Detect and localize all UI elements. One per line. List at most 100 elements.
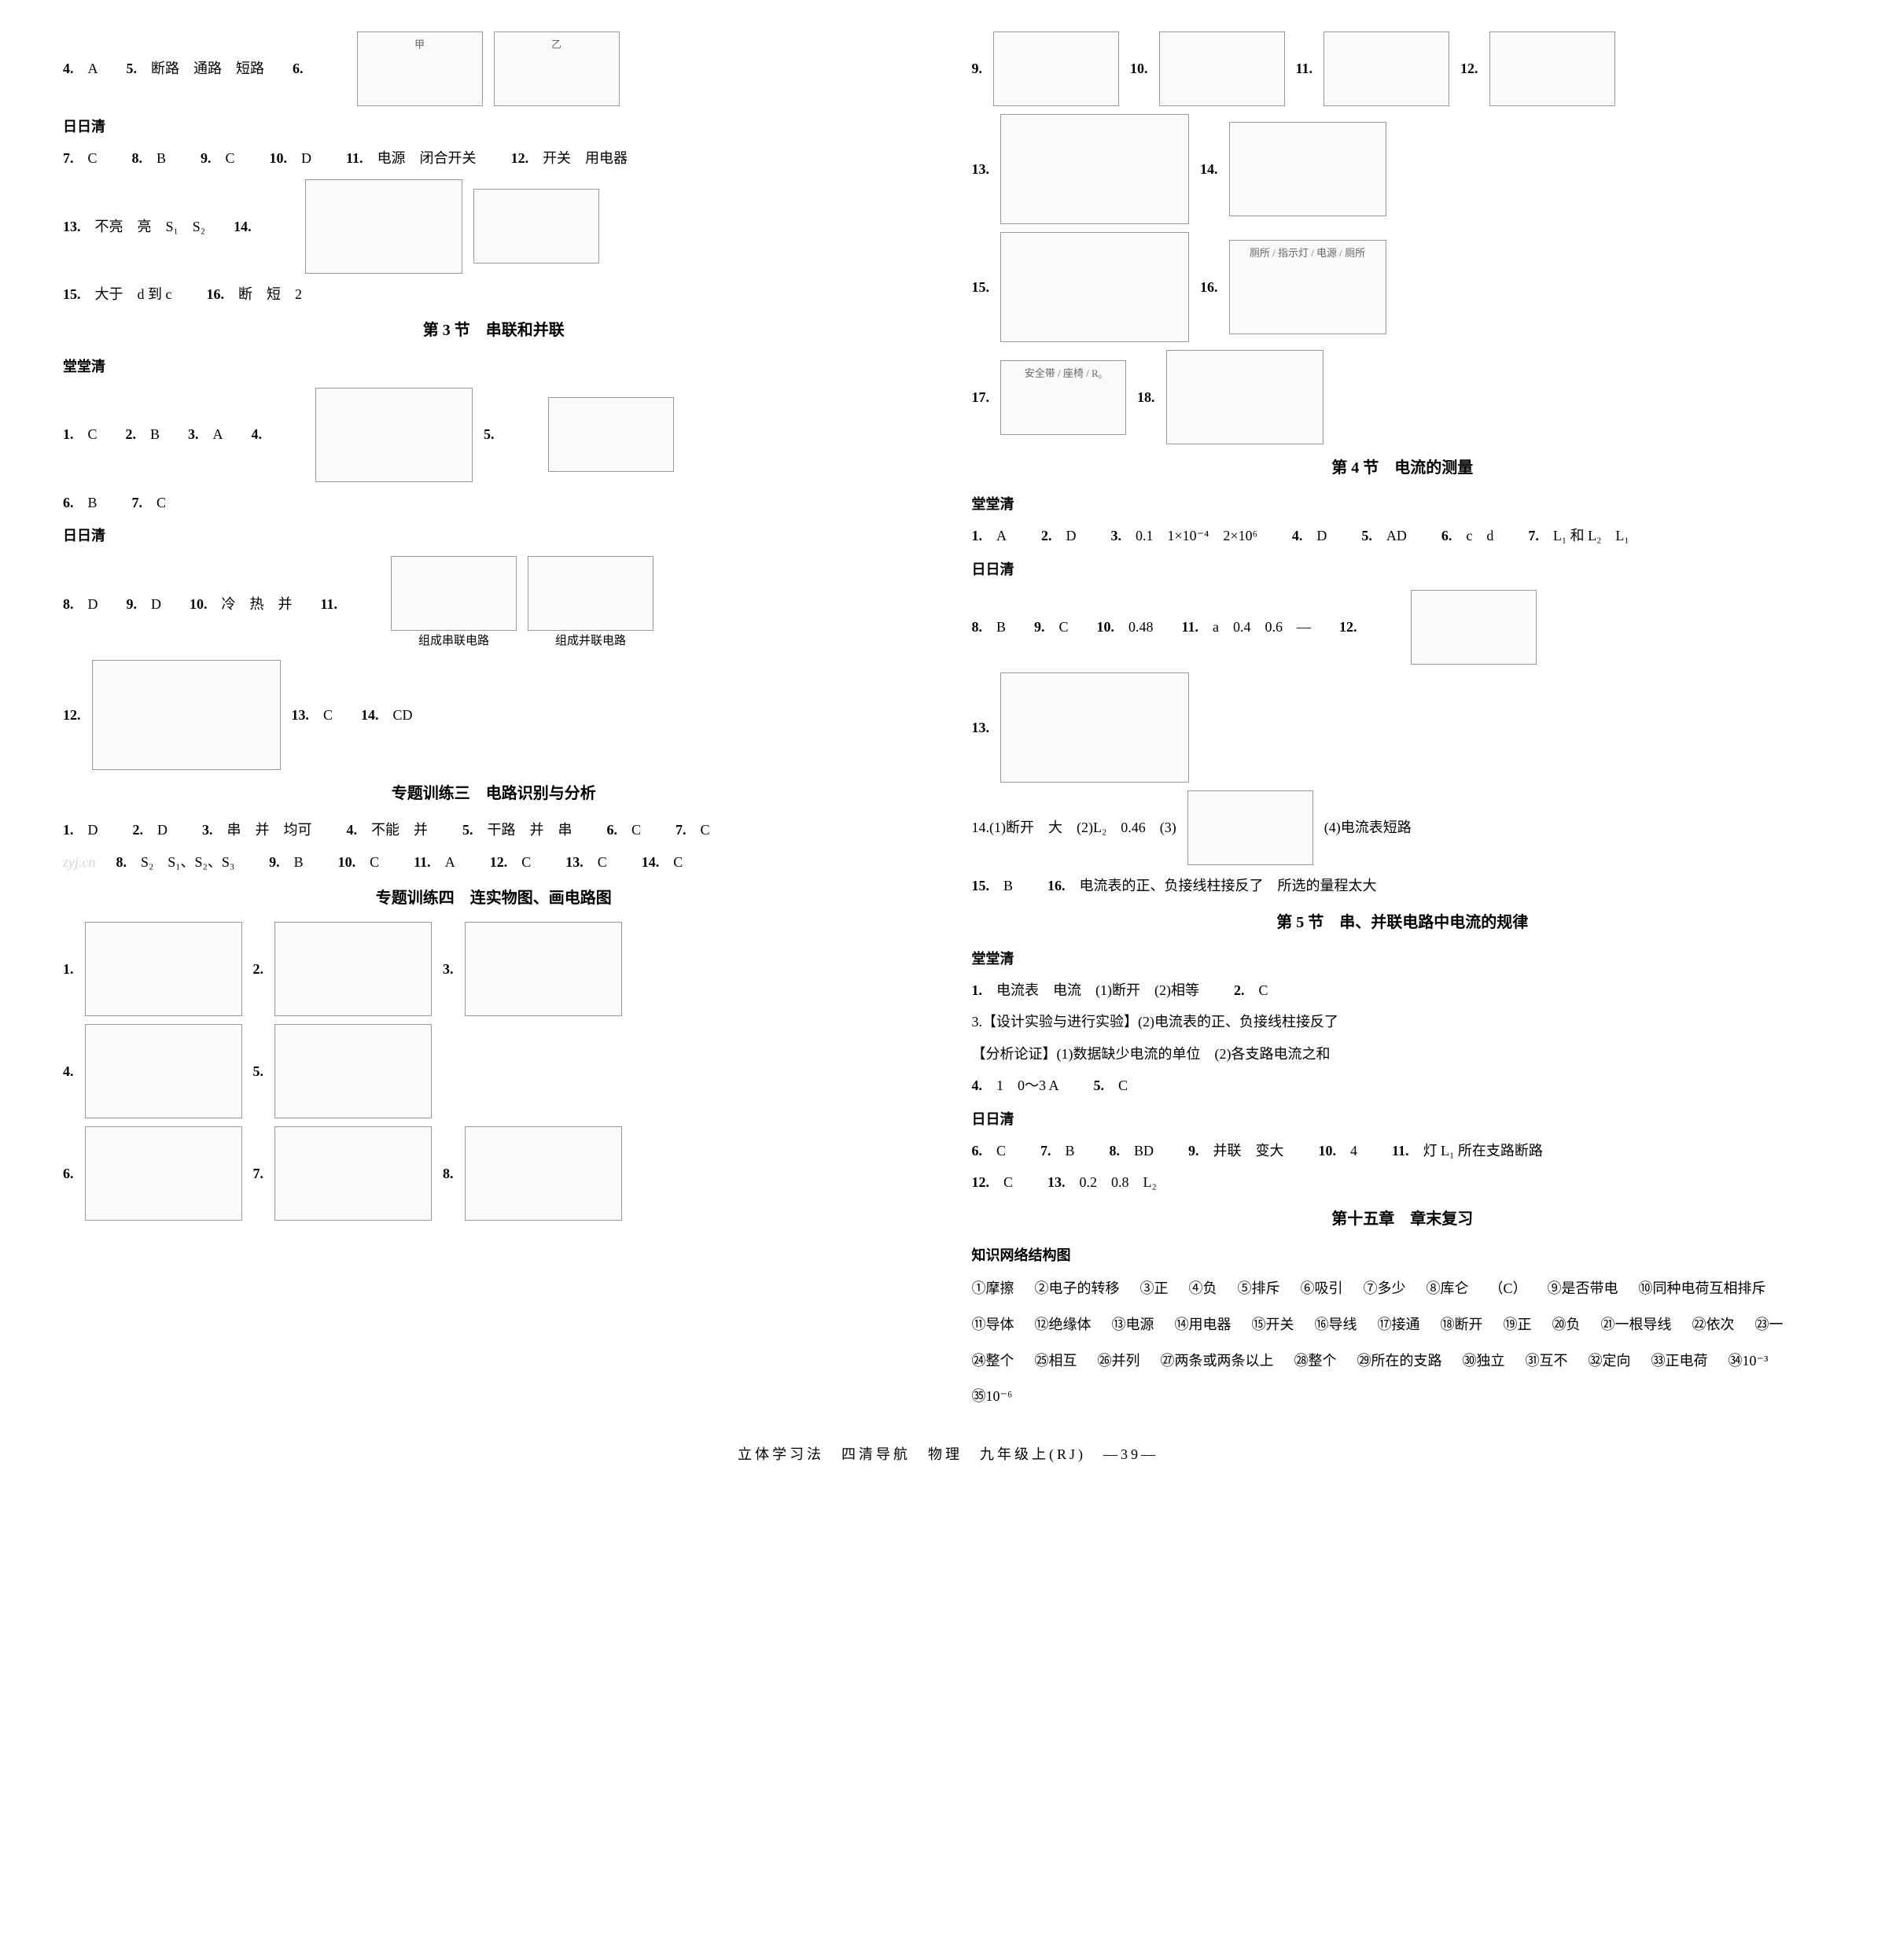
ririqing4-line1: 6.C7.B8.BD9.并联 变大10.411.灯 L₁ 所在支路断路	[972, 1138, 1834, 1163]
diagram-q12	[92, 660, 281, 770]
answer-item: 2.C	[1234, 978, 1283, 1003]
q14-pre: 14.(1)断开 大 (2)L₂ 0.46 (3)	[972, 815, 1176, 840]
answer-item: 8.S₂ S₁、S₂、S₃	[116, 849, 249, 875]
answer-item: 2.B	[126, 426, 175, 442]
diagram-number: 1.	[63, 956, 74, 982]
answer-item: 4.1 0～3 A	[972, 1073, 1073, 1098]
circuit-diagram	[993, 31, 1119, 106]
right-line15-16: 15.B16.电流表的正、负接线柱接反了 所选的量程太大	[972, 873, 1834, 898]
answer-item: 7.C	[63, 146, 112, 171]
diagram-number: 2.	[253, 956, 264, 982]
network-item: ㉒依次	[1692, 1310, 1735, 1340]
answer-item: 12.开关 用电器	[511, 146, 642, 171]
network-items: ①摩擦②电子的转移③正④负⑤排斥⑥吸引⑦多少⑧库仑（C）⑨是否带电⑩同种电荷互相…	[972, 1274, 1834, 1412]
diagram-q14	[1187, 790, 1313, 865]
diagram-number: 16.	[1200, 274, 1218, 300]
answer-item: 9.B	[269, 849, 318, 875]
network-item: ⑥吸引	[1301, 1274, 1343, 1304]
network-item: ㉚独立	[1463, 1347, 1505, 1376]
circuit-diagram	[85, 922, 242, 1016]
network-item: ⑭用电器	[1175, 1310, 1231, 1340]
answer-item: 10.冷 热 并	[190, 596, 307, 612]
answer-item: 5.干路 并 串	[462, 817, 587, 842]
answer-item: 11.灯 L₁ 所在支路断路	[1392, 1138, 1557, 1163]
circuit-diagram	[1159, 31, 1285, 106]
diagram-q17: 安全带 / 座椅 / R₀	[1000, 360, 1126, 435]
zhuanti4-title: 专题训练四 连实物图、画电路图	[63, 884, 925, 912]
q13-label: 13.	[972, 715, 990, 740]
ririqing2-row-a: 8.D9.D10.冷 热 并11. 组成串联电路 组成并联电路	[63, 556, 925, 652]
network-item: ⑱断开	[1441, 1310, 1483, 1340]
ririqing3-row: 8.B9.C10.0.4811.a 0.4 0.6 —12.	[972, 590, 1834, 665]
zhuanti4-row3: 6.7.8.	[63, 1126, 925, 1221]
network-item: ①摩擦	[972, 1274, 1014, 1304]
tangtang3-line1: 1.电流表 电流 (1)断开 (2)相等2.C	[972, 978, 1834, 1003]
answer-item: 9.C	[1034, 619, 1083, 635]
answer-item: 6.c d	[1441, 523, 1508, 548]
diagram-rr3-q12	[1411, 590, 1537, 665]
zhuanti4-row1: 1. 2. 3.	[63, 922, 925, 1016]
diagram-number: 3.	[443, 956, 454, 982]
network-item: ㉜定向	[1589, 1347, 1631, 1376]
q13-row: 13.	[972, 672, 1834, 783]
answer-item: 15.大于 d 到 c	[63, 282, 186, 307]
zhuanti4-row2: 4.5.	[63, 1024, 925, 1118]
q14-row: 14.(1)断开 大 (2)L₂ 0.46 (3) (4)电流表短路	[972, 790, 1834, 865]
ririqing3-title: 日日清	[972, 557, 1834, 582]
answer-item: 13.不亮 亮 S₁ S₂	[63, 219, 219, 234]
right-mid-row2: 15.16.厕所 / 指示灯 / 电源 / 厕所	[972, 232, 1834, 342]
caption-series: 组成串联电路	[391, 631, 517, 652]
tangtang3-title: 堂堂清	[972, 946, 1834, 971]
right-column: 9.10.11.12. 13. 14. 15.16.厕所 / 指示灯 / 电源 /…	[972, 24, 1834, 1418]
right-top-row: 9.10.11.12.	[972, 31, 1834, 106]
circuit-diagram	[85, 1126, 242, 1221]
network-item: ㉕相互	[1035, 1347, 1077, 1376]
answer-item: 14.CD	[361, 707, 427, 723]
network-item: ⑳负	[1552, 1310, 1581, 1340]
answer-item: 3.0.1 1×10⁻⁴ 2×10⁶	[1111, 523, 1272, 548]
answer-item: 16.断 短 2	[207, 282, 317, 307]
answer-item: 10.D	[270, 146, 326, 171]
answer-item: 7.L₁ 和 L₂ L₁	[1528, 523, 1643, 548]
answer-item: 14.	[234, 219, 280, 234]
network-item: ⑬电源	[1112, 1310, 1154, 1340]
network-item: ⑯导线	[1315, 1310, 1357, 1340]
answer-item: 4.	[252, 426, 291, 442]
tangtang2-title: 堂堂清	[972, 492, 1834, 517]
network-item: ⑰接通	[1378, 1310, 1420, 1340]
circuit-diagram	[465, 1126, 622, 1221]
network-item: ㉞10⁻³	[1728, 1347, 1769, 1376]
answer-item: 6.B	[63, 490, 112, 515]
left-line1: 4.A5.断路 通路 短路6. 甲 乙	[63, 31, 925, 106]
chapter-review-title: 第十五章 章末复习	[972, 1205, 1834, 1233]
diagram-q14-a	[305, 179, 462, 274]
right-mid-row3: 17.安全带 / 座椅 / R₀18.	[972, 350, 1834, 444]
network-item: ㉟10⁻⁶	[972, 1382, 1013, 1412]
answer-item: 2.D	[133, 817, 182, 842]
q14-post: (4)电流表短路	[1324, 815, 1412, 840]
circuit-diagram	[1229, 122, 1386, 216]
answer-item: 15.B	[972, 873, 1028, 898]
network-item: ⑦多少	[1364, 1274, 1406, 1304]
answer-item: 13.C	[292, 707, 348, 723]
answer-item: 10.0.48	[1097, 619, 1168, 635]
answer-item: 11.电源 闭合开关	[346, 146, 491, 171]
network-item: ②电子的转移	[1035, 1274, 1120, 1304]
answer-item: 8.B	[132, 146, 181, 171]
ririqing2-title: 日日清	[63, 523, 925, 548]
answer-item: 5.	[484, 426, 523, 442]
network-item: ⑫绝缘体	[1035, 1310, 1092, 1340]
tangtang2-answers: 1.A2.D3.0.1 1×10⁻⁴ 2×10⁶4.D5.AD6.c d7.L₁…	[972, 523, 1834, 548]
answer-item: 14.C	[642, 849, 698, 875]
circuit-diagram	[274, 922, 432, 1016]
answer-item: 5.AD	[1361, 523, 1421, 548]
network-item: ㉖并列	[1098, 1347, 1140, 1376]
section4-title: 第 4 节 电流的测量	[972, 454, 1834, 482]
diagram-q14-b	[473, 189, 599, 263]
circuit-diagram	[1000, 232, 1189, 342]
diagram-number: 14.	[1200, 157, 1218, 182]
answer-item: 8.D	[63, 596, 112, 612]
diagram-number: 17.	[972, 385, 990, 410]
answer-item: 9.C	[201, 146, 249, 171]
tangtang1-row-a: 1.C2.B3.A4. 5.	[63, 388, 925, 482]
